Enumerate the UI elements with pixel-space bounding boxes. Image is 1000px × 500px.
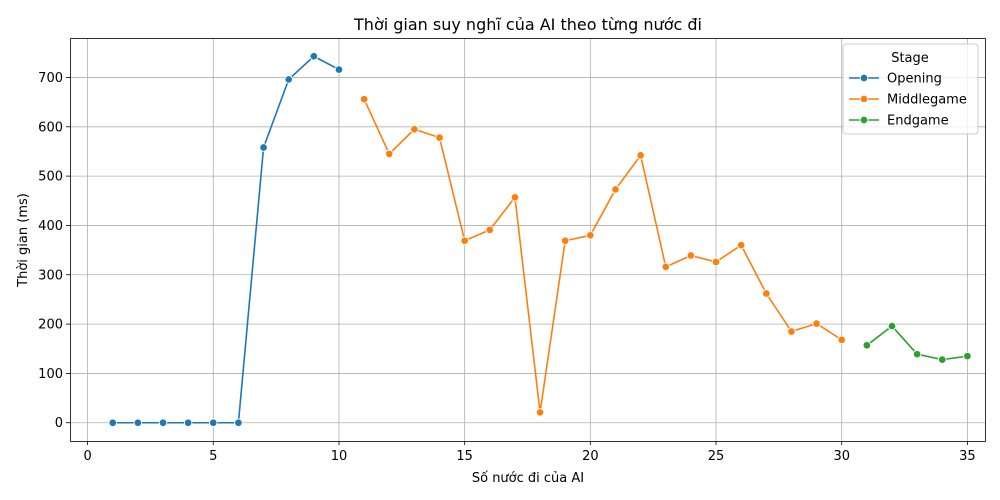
data-point [435, 133, 444, 142]
x-axis-ticks: 0 5 10 15 20 25 30 35 [83, 441, 976, 464]
data-point [384, 149, 394, 159]
legend-item-middlegame: Middlegame [849, 93, 967, 108]
series-line-opening [112, 55, 340, 424]
chart-title: Thời gian suy nghĩ của AI theo từng nước… [353, 15, 702, 34]
series-endgame [862, 321, 972, 364]
data-point [535, 408, 545, 417]
y-tick-label: 200 [38, 318, 63, 333]
y-tick-label: 600 [38, 120, 63, 135]
data-point [334, 65, 344, 74]
series-layer [108, 52, 972, 427]
data-point [963, 351, 972, 361]
y-tick-label: 400 [38, 219, 63, 234]
x-tick-label: 0 [83, 449, 91, 464]
series-line-middlegame [363, 98, 843, 414]
data-point [938, 355, 947, 364]
data-point [560, 236, 570, 245]
legend-marker [859, 73, 869, 83]
y-tick-label: 500 [38, 170, 63, 185]
data-point [762, 289, 771, 298]
plot-frame [70, 38, 986, 442]
y-axis-title: Thời gian (ms) [16, 193, 31, 288]
legend-marker [859, 115, 869, 125]
legend-item-opening: Opening [849, 72, 942, 87]
y-tick-label: 300 [38, 268, 63, 283]
data-point [133, 418, 143, 427]
data-point [359, 94, 369, 104]
data-point [510, 193, 520, 202]
x-tick-label: 30 [833, 449, 850, 464]
data-point [736, 240, 746, 250]
data-point [661, 262, 671, 272]
series-opening [108, 52, 344, 427]
data-point [636, 151, 645, 160]
y-tick-label: 100 [38, 367, 63, 382]
data-point [108, 418, 117, 427]
x-axis-title: Số nước đi của AI [472, 471, 584, 486]
x-tick-label: 25 [708, 449, 725, 464]
data-point [234, 418, 243, 427]
x-tick-label: 15 [456, 449, 473, 464]
y-tick-label: 700 [38, 71, 63, 86]
data-point [812, 319, 821, 328]
series-middlegame [359, 94, 846, 417]
data-point [837, 335, 846, 345]
legend-label: Opening [887, 72, 942, 87]
x-tick-label: 20 [582, 449, 599, 464]
data-point [309, 52, 319, 61]
x-tick-label: 5 [209, 449, 217, 464]
legend-label: Endgame [887, 114, 949, 129]
data-point [586, 231, 595, 240]
data-point [862, 341, 872, 350]
legend-box [842, 43, 979, 135]
legend-label: Middlegame [887, 93, 967, 108]
data-point [485, 225, 495, 235]
data-point [912, 349, 922, 359]
data-point [158, 418, 168, 427]
x-tick-label: 10 [331, 449, 348, 464]
data-point [686, 251, 696, 260]
y-axis-ticks: 0 100 200 300 400 500 600 700 [38, 71, 70, 431]
data-point [410, 125, 419, 134]
x-tick-label: 35 [959, 449, 976, 464]
legend-title: Stage [891, 51, 929, 66]
data-point [284, 75, 293, 84]
data-point [887, 321, 897, 331]
data-point [611, 185, 620, 194]
data-point [259, 143, 268, 152]
legend: Stage Opening Middlegame Endgame [842, 43, 979, 135]
y-tick-label: 0 [55, 416, 63, 431]
data-point [460, 236, 469, 245]
legend-marker [859, 94, 869, 104]
data-point [209, 418, 218, 427]
data-point [711, 257, 721, 267]
data-point [183, 418, 193, 427]
legend-item-endgame: Endgame [849, 114, 949, 129]
data-point [787, 327, 796, 336]
